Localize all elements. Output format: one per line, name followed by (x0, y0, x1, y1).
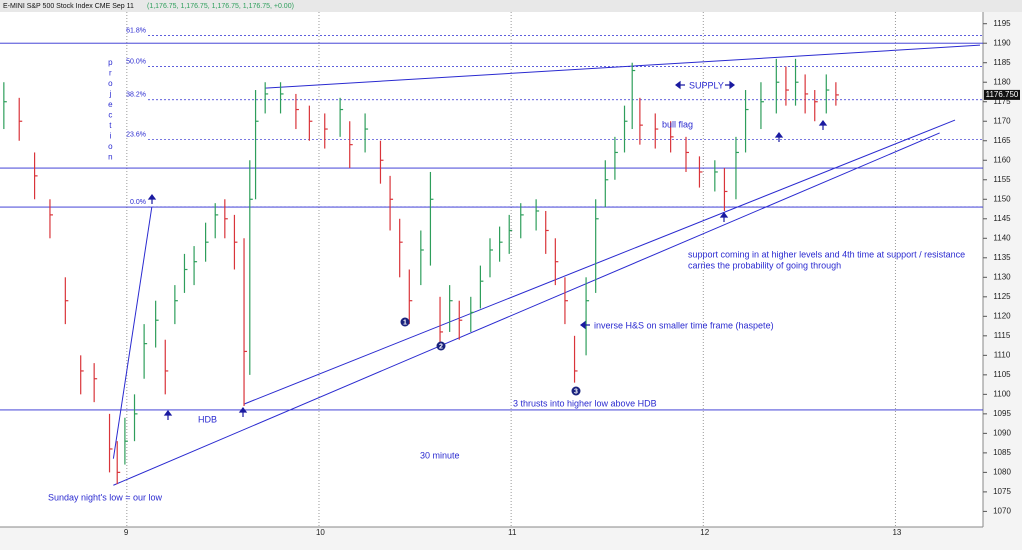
marker-circle (400, 317, 410, 327)
y-tick-label: 1150 (993, 194, 1011, 203)
arrow (719, 212, 729, 222)
y-tick-label: 1090 (993, 428, 1011, 437)
y-tick-label: 1080 (993, 467, 1011, 476)
annotation: 30 minute (420, 450, 460, 460)
y-tick-label: 1135 (993, 253, 1011, 262)
y-tick-label: 1085 (993, 448, 1011, 457)
fib-label: 0.0% (130, 199, 146, 206)
y-tick-label: 1145 (993, 214, 1011, 223)
marker-label: 3 (574, 388, 578, 395)
price-axis-area (983, 12, 1022, 550)
y-tick-label: 1175 (993, 97, 1011, 106)
y-tick-label: 1195 (993, 19, 1011, 28)
x-tick-label: 9 (124, 528, 129, 537)
y-tick-label: 1070 (993, 507, 1011, 516)
y-tick-label: 1140 (993, 233, 1011, 242)
y-tick-label: 1125 (993, 292, 1011, 301)
y-tick-label: 1100 (993, 389, 1011, 398)
header-bar (0, 0, 1022, 12)
fib-label: 50.0% (126, 58, 146, 65)
y-tick-label: 1155 (993, 175, 1011, 184)
arrow (675, 80, 685, 90)
annotation: inverse H&S on smaller time frame (haspe… (594, 320, 774, 330)
last-price-box (984, 89, 1020, 100)
arrow (238, 407, 248, 417)
marker-label: 1 (403, 319, 407, 326)
trend-line (265, 44, 981, 89)
y-tick-label: 1110 (994, 350, 1011, 359)
marker-label: 2 (439, 343, 443, 350)
annotation: carries the probability of going through (688, 260, 841, 270)
y-tick-label: 1180 (993, 77, 1011, 86)
x-tick-label: 13 (892, 528, 901, 537)
annotation: 3 thrusts into higher low above HDB (513, 398, 657, 408)
fib-label: 38.2% (126, 92, 146, 99)
trend-line (243, 119, 956, 405)
x-tick-label: 11 (508, 528, 517, 537)
annotation: bull flag (662, 119, 693, 129)
fib-label: 61.8% (126, 27, 146, 34)
annotation: HDB (198, 414, 217, 424)
arrow (147, 194, 157, 204)
trend-line (113, 132, 940, 486)
y-tick-label: 1185 (993, 58, 1011, 67)
fib-label: 23.6% (126, 131, 146, 138)
x-tick-label: 12 (700, 528, 709, 537)
arrow (774, 132, 784, 142)
projection-label: projection (106, 58, 115, 163)
y-tick-label: 1075 (993, 487, 1011, 496)
arrow (818, 120, 828, 130)
annotation: Sunday night's low = our low (48, 492, 163, 502)
marker-circle (436, 341, 446, 351)
y-tick-label: 1130 (993, 272, 1011, 281)
annotation: SUPPLY (689, 80, 724, 90)
x-tick-label: 10 (316, 528, 325, 537)
y-tick-label: 1095 (993, 409, 1011, 418)
y-tick-label: 1165 (993, 136, 1011, 145)
header-title: E-MINI S&P 500 Stock Index CME Sep 11 (3, 3, 134, 10)
marker-circle (571, 386, 581, 396)
annotation: support coming in at higher levels and 4… (688, 249, 965, 259)
arrow (580, 320, 590, 330)
y-tick-label: 1105 (993, 370, 1011, 379)
header-quote: (1,176.75, 1,176.75, 1,176.75, 1,176.75,… (147, 3, 294, 10)
arrow (163, 410, 173, 420)
y-tick-label: 1170 (993, 116, 1011, 125)
y-tick-label: 1160 (993, 155, 1011, 164)
y-tick-label: 1120 (993, 311, 1011, 320)
y-tick-label: 1190 (993, 38, 1011, 47)
arrow (725, 80, 735, 90)
time-axis-area (0, 527, 983, 550)
last-price-label: 1176.750 (986, 90, 1019, 99)
trend-line (112, 207, 153, 459)
y-tick-label: 1115 (994, 331, 1011, 340)
